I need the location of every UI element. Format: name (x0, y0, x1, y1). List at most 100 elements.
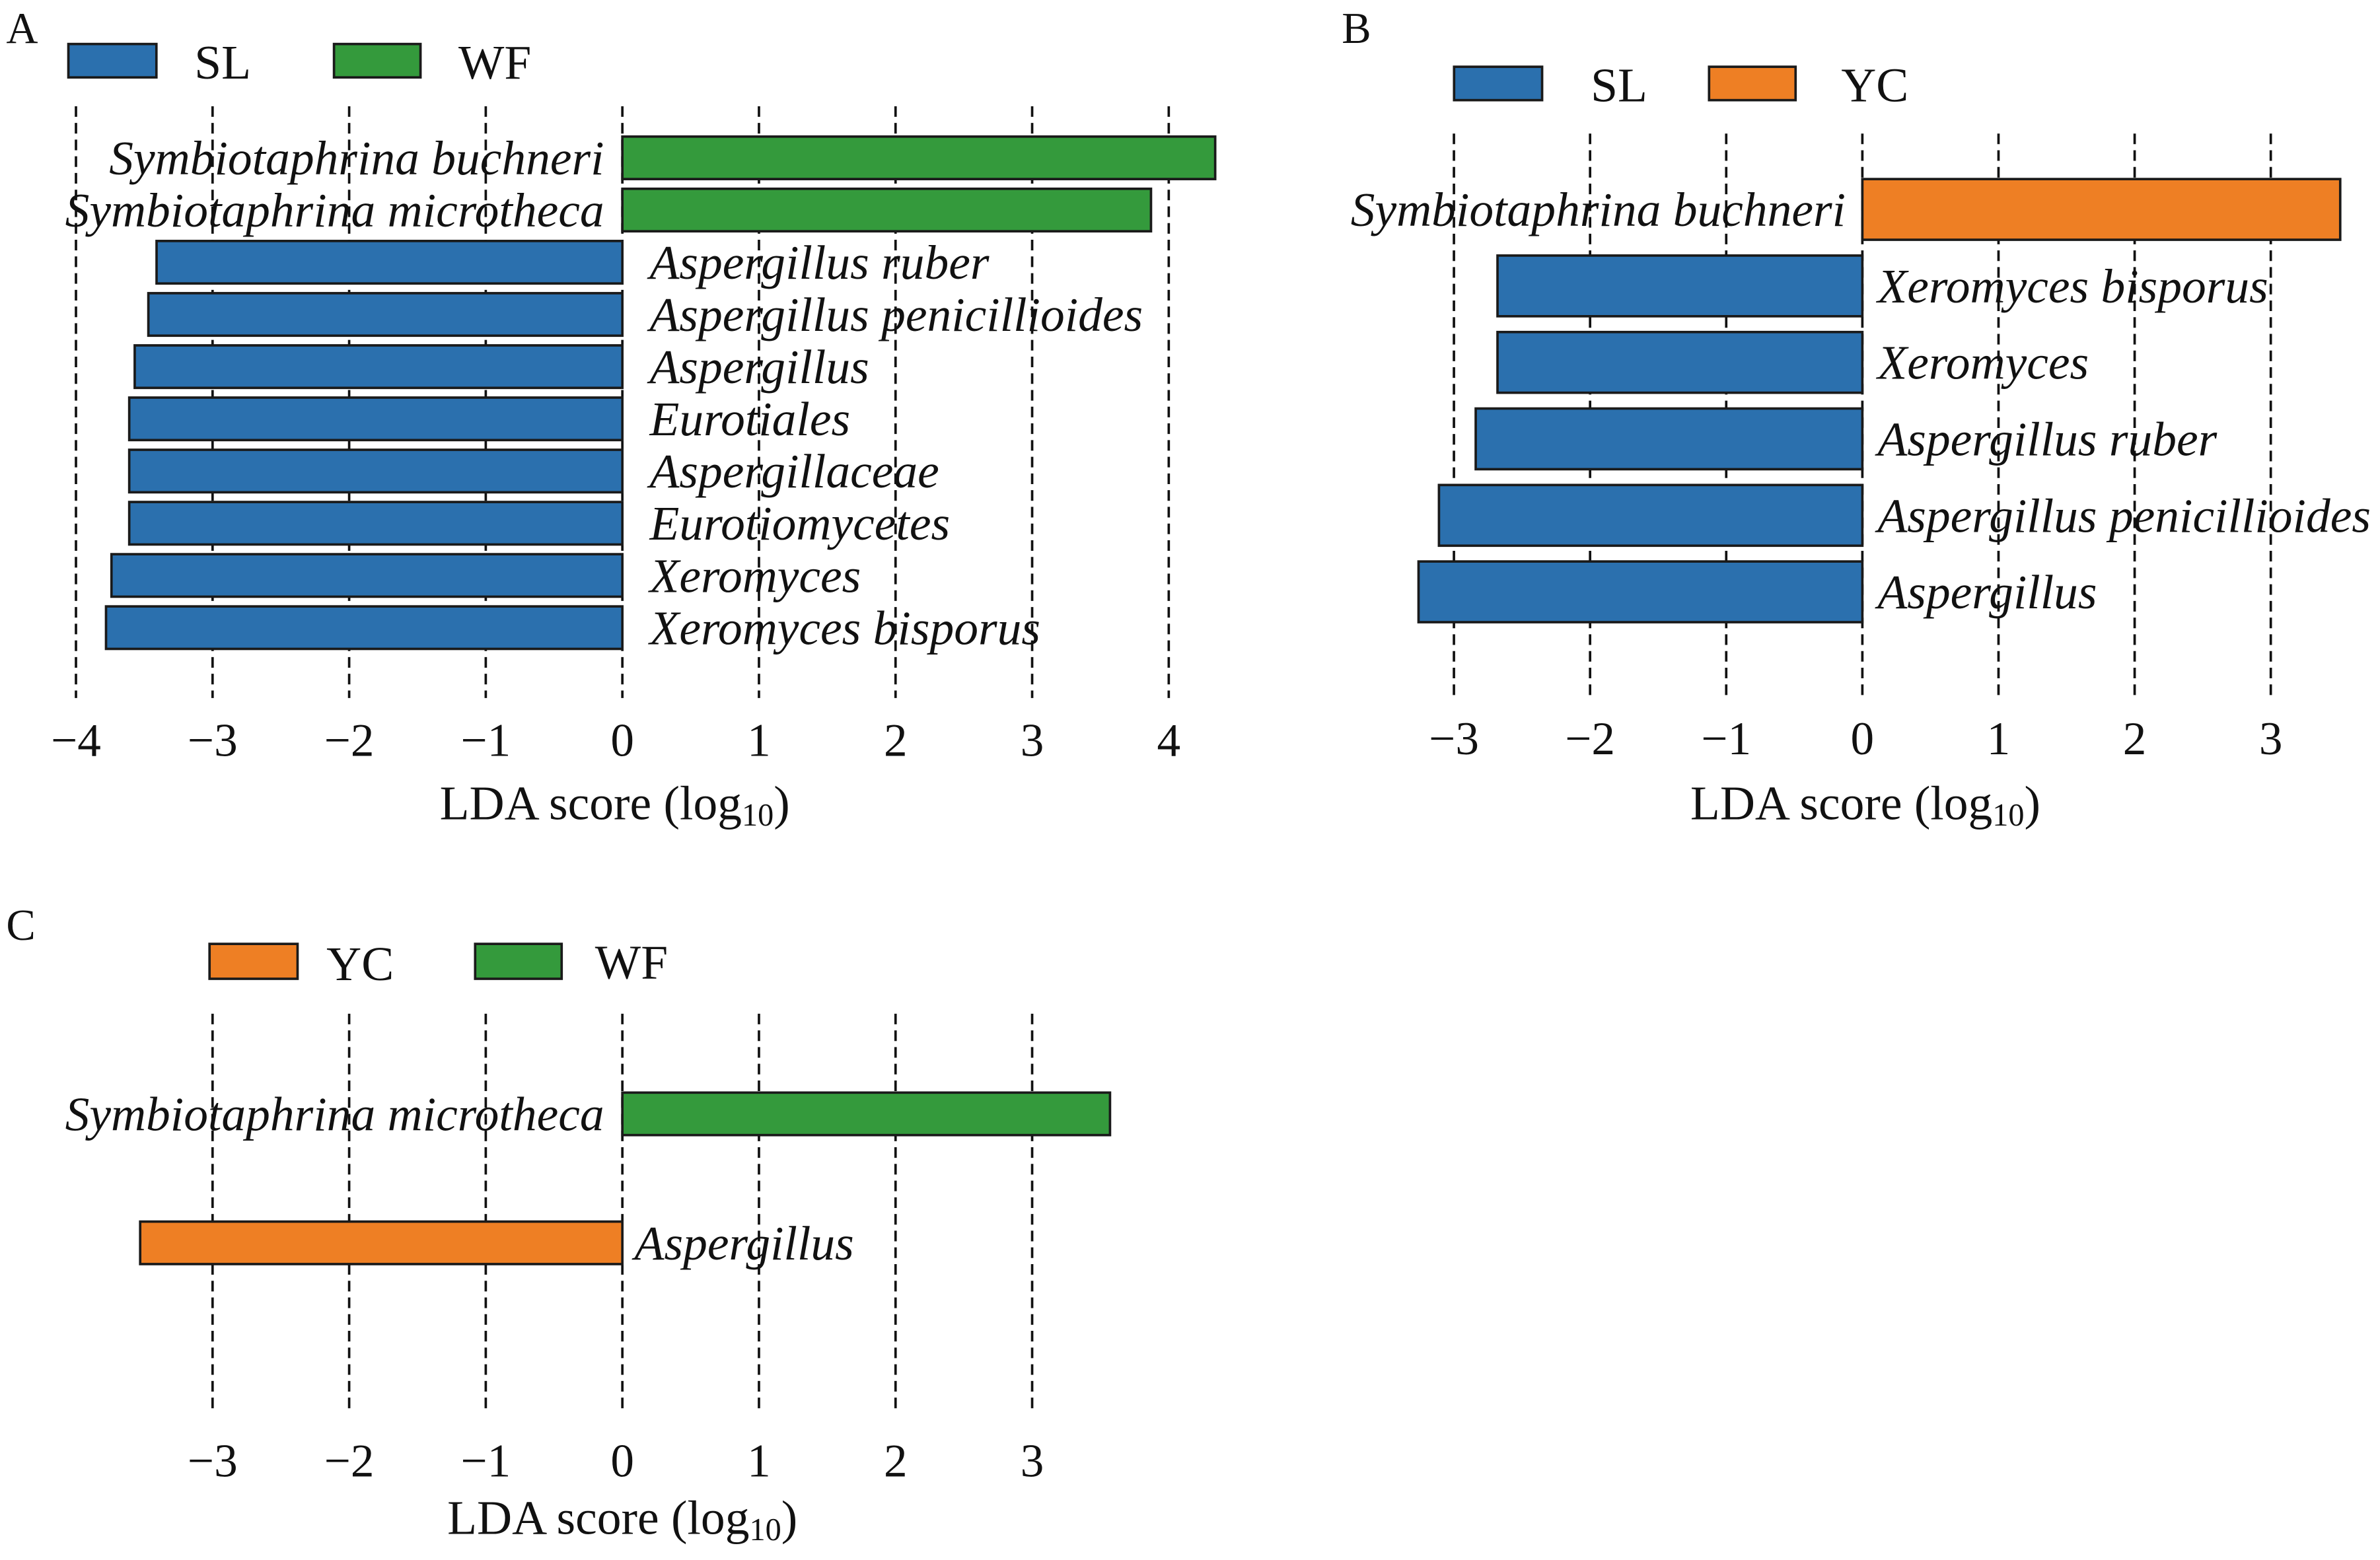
x-tick-label: 2 (2123, 713, 2147, 765)
x-axis-label-text: LDA score (log (440, 775, 742, 830)
bar-yc (1861, 178, 2342, 241)
x-tick-label: 0 (610, 715, 634, 766)
x-axis-label-subscript: 10 (749, 1512, 781, 1547)
category-label: Symbiotaphrina microtheca (65, 1086, 604, 1141)
x-tick-label: −1 (1701, 713, 1751, 765)
category-label: Symbiotaphrina buchneri (1351, 182, 1846, 236)
category-labels: Symbiotaphrina buchneri Xeromyces bisporu… (1351, 182, 2371, 619)
category-label: Xeromyces (1875, 336, 2089, 390)
bar-sl (104, 605, 624, 651)
x-tick-label: 3 (2259, 713, 2283, 765)
panel-label: A (6, 5, 38, 53)
category-label: Xeromyces bisporus (1875, 259, 2268, 313)
bar-wf (621, 135, 1217, 180)
bar-yc (139, 1220, 624, 1265)
legend-swatch-yc (208, 942, 299, 980)
bar-sl (155, 240, 624, 285)
category-label: Aspergillus (647, 339, 869, 394)
x-tick-label: 0 (610, 1436, 634, 1487)
bars (139, 1091, 1112, 1265)
x-tick-label: −1 (460, 1436, 511, 1487)
panel-c: C YC WF −3 −2 −1 0 1 2 3 Symbiotaphrina microtheca… (6, 902, 1112, 1547)
bar-sl (1496, 330, 1864, 394)
category-label: Aspergillus penicillioides (647, 287, 1143, 341)
bars (104, 135, 1217, 651)
category-label: Aspergillus (1874, 565, 2097, 619)
bar-sl (1437, 483, 1864, 548)
gridlines: −4 −3 −2 −1 0 1 2 3 4 (51, 106, 1180, 766)
bar-wf (621, 1091, 1112, 1137)
legend-label: YC (326, 937, 394, 991)
x-axis-label-text: LDA score (log (447, 1491, 749, 1545)
legend-label: SL (194, 35, 251, 89)
x-axis-label-suffix: ) (774, 775, 789, 830)
bar-sl (127, 501, 624, 546)
legend-swatch-sl (1453, 65, 1544, 102)
legend-swatch-sl (67, 42, 158, 79)
category-label: Eurotiales (649, 392, 851, 446)
gridlines: −3 −2 −1 0 1 2 3 (188, 1013, 1044, 1487)
panel-b: B SL YC −3 −2 −1 0 1 2 3 Symbiotaphrina buchneri Xe… (1342, 5, 2371, 832)
bar-sl (1474, 407, 1864, 471)
category-label: Aspergillus ruber (1874, 411, 2217, 466)
bar-sl (147, 292, 624, 337)
x-tick-label: 1 (747, 715, 771, 766)
legend-label: SL (1591, 58, 1647, 112)
x-tick-label: −4 (51, 715, 101, 766)
x-tick-label: −3 (1429, 713, 1479, 765)
category-label: Eurotiomycetes (649, 496, 951, 550)
x-tick-label: −3 (188, 1436, 238, 1487)
x-tick-label: 1 (1987, 713, 2011, 765)
category-label: Xeromyces bisporus (648, 600, 1040, 655)
category-label: Xeromyces (648, 548, 861, 602)
legend-swatch-wf (474, 942, 563, 980)
x-tick-label: −3 (188, 715, 238, 766)
panel-label: B (1342, 5, 1371, 53)
x-axis-label: LDA score (log10) (447, 1491, 797, 1547)
x-tick-label: 4 (1157, 715, 1181, 766)
bar-sl (133, 344, 624, 390)
x-axis-label-text: LDA score (log (1690, 775, 1992, 830)
category-label: Aspergillus (631, 1216, 854, 1270)
x-tick-label: −2 (1565, 713, 1615, 765)
legend-swatch-wf (332, 42, 422, 79)
category-label: Aspergillus penicillioides (1874, 488, 2371, 542)
x-tick-label: 0 (1851, 713, 1875, 765)
x-tick-label: 2 (884, 1436, 908, 1487)
legend-label: WF (595, 935, 668, 989)
legend-label: WF (458, 35, 531, 89)
bar-wf (621, 187, 1153, 233)
x-tick-label: −1 (460, 715, 511, 766)
x-tick-label: 3 (1021, 715, 1044, 766)
x-axis-label: LDA score (log10) (440, 775, 790, 832)
x-tick-label: −2 (324, 715, 375, 766)
category-label: Symbiotaphrina microtheca (65, 183, 604, 237)
x-axis-label-suffix: ) (2025, 775, 2040, 830)
category-label: Aspergillaceae (647, 444, 939, 498)
bars (1417, 178, 2342, 623)
legend: SL YC (1453, 58, 1908, 112)
bar-sl (127, 448, 624, 494)
x-tick-label: 2 (884, 715, 908, 766)
legend-swatch-yc (1708, 65, 1797, 102)
x-tick-label: 3 (1021, 1436, 1044, 1487)
panel-label: C (6, 902, 35, 950)
legend: SL WF (67, 35, 531, 89)
gridlines: −3 −2 −1 0 1 2 3 (1429, 133, 2282, 765)
category-label: Aspergillus ruber (647, 235, 990, 289)
x-axis-label: LDA score (log10) (1690, 775, 2040, 832)
x-axis-label-suffix: ) (781, 1491, 797, 1545)
category-labels: Symbiotaphrina microtheca Aspergillus (65, 1086, 854, 1269)
panel-a: A SL WF −4 −3 −2 −1 0 1 2 3 4 Symbiotaphrina buchner… (6, 5, 1217, 832)
x-tick-label: 1 (747, 1436, 771, 1487)
x-axis-label-subscript: 10 (742, 797, 774, 832)
legend-label: YC (1841, 58, 1908, 112)
bar-sl (127, 396, 624, 442)
legend: YC WF (208, 935, 668, 991)
bar-sl (1417, 560, 1864, 623)
x-axis-label-subscript: 10 (1992, 797, 2024, 832)
bar-sl (1496, 254, 1864, 318)
category-label: Symbiotaphrina buchneri (109, 131, 604, 185)
bar-sl (110, 553, 624, 598)
